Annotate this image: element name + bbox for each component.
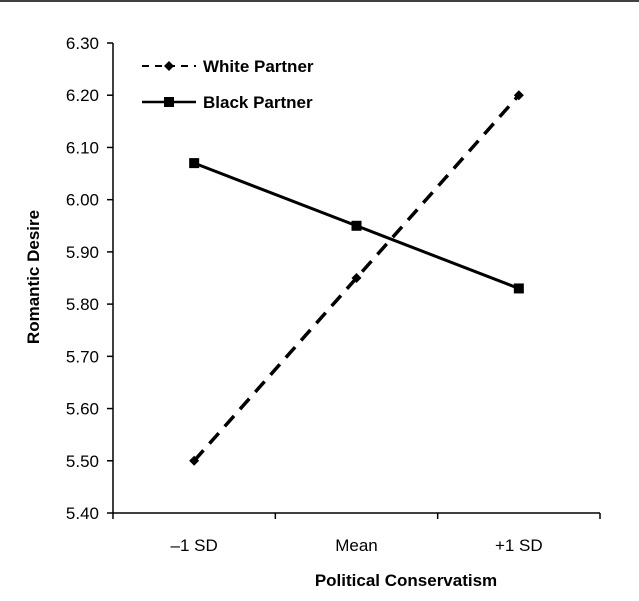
legend-label-white-partner: White Partner bbox=[203, 57, 314, 76]
y-tick-label: 6.30 bbox=[66, 34, 99, 53]
y-axis-ticks: 5.40 5.50 5.60 5.70 5.80 5.90 6.00 6.10 6.20 6.30 bbox=[66, 34, 113, 523]
y-tick-label: 6.20 bbox=[66, 86, 99, 105]
legend-label-black-partner: Black Partner bbox=[203, 93, 313, 112]
y-tick-label: 6.10 bbox=[66, 138, 99, 157]
legend-diamond-marker bbox=[164, 61, 174, 71]
y-tick-label: 5.90 bbox=[66, 243, 99, 262]
y-tick-label: 5.40 bbox=[66, 504, 99, 523]
data-point-black-partner bbox=[514, 283, 524, 293]
y-tick-label: 5.80 bbox=[66, 295, 99, 314]
x-axis-title: Political Conservatism bbox=[315, 571, 497, 590]
x-axis-ticks: –1 SD Mean +1 SD bbox=[113, 513, 600, 555]
legend: White Partner Black Partner bbox=[142, 57, 314, 112]
legend-item-black-partner: Black Partner bbox=[142, 93, 313, 112]
x-tick-label: –1 SD bbox=[171, 536, 218, 555]
y-axis-title: Romantic Desire bbox=[24, 210, 43, 344]
legend-item-white-partner: White Partner bbox=[142, 57, 314, 76]
y-tick-label: 5.60 bbox=[66, 400, 99, 419]
y-tick-label: 6.00 bbox=[66, 191, 99, 210]
data-point-black-partner bbox=[352, 221, 362, 231]
x-tick-label: Mean bbox=[335, 536, 378, 555]
legend-square-marker bbox=[164, 97, 174, 107]
x-tick-label: +1 SD bbox=[495, 536, 543, 555]
y-tick-label: 5.50 bbox=[66, 452, 99, 471]
y-tick-label: 5.70 bbox=[66, 347, 99, 366]
data-point-black-partner bbox=[189, 158, 199, 168]
